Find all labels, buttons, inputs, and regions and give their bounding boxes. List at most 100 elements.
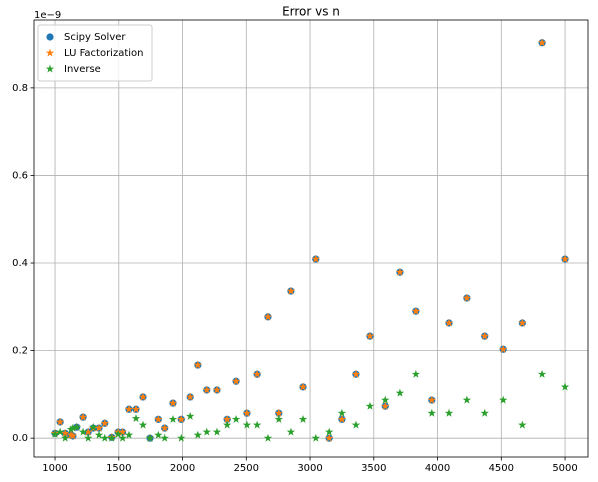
legend-label: Inverse [64, 64, 101, 75]
point [94, 423, 104, 432]
point [444, 408, 454, 417]
point [395, 267, 405, 276]
point [444, 318, 454, 327]
point [118, 433, 127, 442]
point [177, 433, 186, 442]
point [560, 382, 570, 391]
point [124, 430, 134, 439]
point [499, 344, 508, 353]
point [351, 369, 361, 378]
x-tick-label: 4000 [425, 463, 450, 474]
point [113, 429, 123, 438]
point [160, 433, 169, 442]
x-tick-label: 2000 [170, 463, 195, 474]
x-tick-label: 3000 [297, 463, 322, 474]
point [462, 395, 472, 404]
point [324, 427, 334, 436]
point [252, 420, 262, 429]
point [560, 254, 570, 263]
point [427, 408, 436, 417]
point [124, 404, 134, 413]
point [160, 423, 169, 432]
point [100, 418, 109, 427]
point [381, 395, 390, 404]
point [131, 404, 141, 413]
point [84, 433, 93, 442]
point [145, 433, 155, 442]
point [365, 401, 375, 410]
x-tick-label: 1000 [42, 463, 67, 474]
point [537, 38, 547, 47]
point [381, 401, 390, 410]
point [286, 427, 296, 436]
point [311, 254, 320, 263]
point [351, 420, 361, 429]
point [263, 433, 273, 442]
point [222, 420, 232, 429]
point [324, 433, 334, 442]
plot-frame [33, 19, 589, 458]
legend-marker [45, 64, 55, 73]
point [231, 376, 241, 385]
chart-title: Error vs n [282, 5, 340, 19]
point [193, 360, 203, 369]
point [66, 425, 76, 433]
point [274, 408, 283, 417]
point [61, 433, 70, 442]
point [499, 395, 508, 404]
point [212, 427, 222, 436]
point [337, 414, 347, 423]
point [311, 433, 320, 442]
point [138, 420, 148, 429]
point [168, 414, 178, 423]
legend-label: Scipy Solver [64, 32, 126, 43]
point [168, 398, 178, 407]
point [298, 414, 308, 423]
point [252, 369, 262, 378]
point [480, 331, 489, 340]
point [480, 408, 489, 417]
point [138, 392, 148, 401]
x-tick-label: 1500 [106, 463, 131, 474]
y-tick-label: 0.6 [12, 170, 28, 181]
point [242, 420, 252, 429]
point [55, 427, 65, 436]
offset-label: 1e−9 [34, 10, 61, 21]
x-tick-label: 2500 [234, 463, 259, 474]
point [72, 422, 81, 431]
point [395, 388, 405, 397]
point [50, 429, 60, 438]
point [61, 428, 70, 437]
point [186, 411, 195, 420]
point [100, 433, 109, 442]
x-tick-label: 4500 [489, 463, 514, 474]
point [68, 423, 78, 432]
point [107, 433, 116, 442]
point [202, 385, 211, 394]
y-tick-label: 0.2 [12, 346, 28, 357]
point [222, 414, 232, 423]
point [89, 422, 98, 431]
point [411, 369, 421, 378]
point [411, 306, 421, 315]
point [231, 414, 241, 423]
point [274, 414, 283, 423]
point [131, 414, 141, 423]
point [202, 427, 211, 436]
point [212, 385, 222, 394]
legend-marker [45, 48, 55, 57]
y-tick-label: 0.8 [12, 83, 28, 94]
point [154, 414, 163, 423]
y-tick-label: 0.4 [12, 258, 28, 269]
point [337, 408, 347, 417]
point [84, 427, 93, 436]
x-tick-label: 5000 [552, 463, 577, 474]
x-tick-label: 3500 [361, 463, 386, 474]
point [154, 430, 163, 439]
point [78, 412, 88, 421]
point [68, 431, 78, 440]
point [462, 293, 472, 302]
point [94, 430, 104, 439]
point [242, 408, 252, 417]
legend-label: LU Factorization [64, 48, 144, 59]
